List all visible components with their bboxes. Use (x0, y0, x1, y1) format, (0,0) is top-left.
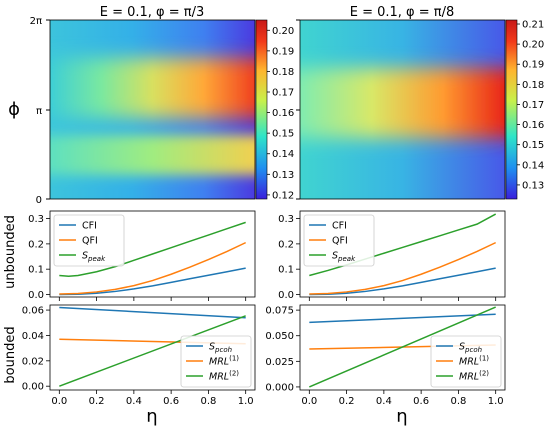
series-line (59, 306, 246, 319)
legend-label: Speak (332, 251, 356, 264)
ytick-label: 0.050 (265, 331, 294, 342)
unbounded-right-panel: 0.0 0.1 0.2 0.3 CFI QFI Speak (278, 210, 506, 301)
ytick-label: 0.3 (28, 214, 44, 225)
colorbar-tick-label: 0.14 (522, 160, 544, 171)
ytick-label: 0.06 (22, 306, 44, 317)
ytick-label: 0.00 (22, 382, 44, 393)
colorbar-tick-label: 0.20 (522, 40, 544, 51)
xlabel-right: η (396, 406, 407, 427)
legend-label: MRL(2) (459, 370, 489, 383)
xtick-label: 1.0 (238, 396, 254, 407)
ytick-label: 0.0 (278, 290, 294, 301)
legend-label: MRL(1) (459, 355, 489, 368)
legend: CFI QFI Speak (53, 214, 125, 267)
ytick-0: 0 (36, 195, 42, 206)
colorbar-tick-label: 0.17 (272, 88, 294, 99)
bounded-left-panel: 0.000.020.040.060.0 0.2 0.4 0.6 0.8 1.0SpcohM… (22, 304, 256, 407)
series-line (59, 315, 246, 387)
colorbar-tick-label: 0.19 (272, 46, 294, 57)
unbounded-left-panel: 0.0 0.1 0.2 0.3 CFI QFI Speak (28, 210, 256, 301)
colorbar-tick-label: 0.13 (522, 180, 544, 191)
ytick-label: 0.000 (265, 382, 294, 393)
ytick-label: 0.2 (278, 239, 294, 250)
heatmap-ylabel: ϕ (8, 99, 20, 120)
colorbar-left: 0.12 0.13 0.14 0.15 0.16 0.17 0.18 0.19 0.20 (255, 19, 294, 201)
ytick-2pi: 2π (30, 16, 42, 27)
bounded-ylabel: bounded (3, 326, 18, 383)
xtick-label: 0.6 (413, 396, 429, 407)
xtick-label: 1.0 (488, 396, 504, 407)
colorbar-tick-label: 0.15 (272, 129, 294, 140)
xlabel-left: η (146, 406, 157, 427)
legend: CFI QFI Speak (303, 214, 375, 267)
legend-box (430, 335, 502, 388)
legend-label: QFI (82, 236, 98, 247)
colorbar-tick-label: 0.20 (272, 26, 294, 37)
colorbar-right: 0.13 0.14 0.15 0.16 0.17 0.18 0.19 0.20 0.21 (505, 20, 544, 200)
colorbar-tick-label: 0.16 (272, 108, 294, 119)
ytick-label: 0.0 (28, 290, 44, 301)
legend-label: CFI (332, 221, 347, 232)
ytick-label: 0.1 (28, 265, 44, 276)
heatmap-left-title: E = 0.1, φ = π/3 (100, 5, 205, 20)
colorbar-tick-label: 0.12 (272, 190, 294, 201)
heatmap-left-image (50, 20, 255, 199)
xtick-label: 0.2 (339, 396, 355, 407)
series-line (309, 267, 496, 296)
series-line (59, 267, 246, 296)
legend-label: CFI (82, 221, 97, 232)
unbounded-ylabel: unbounded (3, 215, 18, 289)
colorbar-tick-label: 0.18 (522, 80, 544, 91)
xtick-label: 0.0 (51, 396, 67, 407)
legend-label: MRL(1) (209, 355, 239, 368)
xtick-label: 0.6 (163, 396, 179, 407)
xtick-label: 0.4 (126, 396, 142, 407)
legend-label: Spcoh (209, 342, 232, 355)
legend-label: QFI (332, 236, 348, 247)
heatmap-left: E = 0.1, φ = π/3 0.120.130.140.150.160.1… (8, 5, 294, 206)
colorbar-tick-label: 0.17 (522, 100, 544, 111)
colorbar-tick-label: 0.19 (522, 60, 544, 71)
colorbar-tick-label: 0.18 (272, 67, 294, 78)
series-line (309, 241, 497, 295)
xtick-label: 0.2 (89, 396, 105, 407)
legend-box (303, 214, 375, 267)
series-line (59, 241, 247, 295)
heatmap-right: E = 0.1, φ = π/8 0.130.140.150.160.170.1… (296, 5, 544, 200)
xtick-label: 0.8 (200, 396, 216, 407)
ytick-pi: π (36, 106, 42, 117)
heatmap-right-image (300, 20, 505, 199)
legend-box (53, 214, 125, 267)
legend-label: MRL(2) (209, 370, 239, 383)
series-line (59, 221, 246, 278)
xtick-label: 0.4 (376, 396, 392, 407)
colorbar-tick-label: 0.16 (522, 120, 544, 131)
series-line (309, 213, 497, 277)
colorbar-tick-label: 0.13 (272, 170, 294, 181)
xtick-label: 0.8 (450, 396, 466, 407)
ytick-label: 0.3 (278, 214, 294, 225)
bounded-right-panel: 0.000 0.025 0.050 0.075 0.0 0.2 0.4 0.6 0.8 1.0 Sp… (265, 304, 506, 407)
ytick-label: 0.025 (265, 357, 294, 368)
colorbar-tick-label: 0.21 (522, 20, 544, 31)
legend-box (180, 335, 252, 388)
heatmap-right-title: E = 0.1, φ = π/8 (350, 5, 455, 20)
xtick-label: 0.0 (301, 396, 317, 407)
ytick-label: 0.02 (22, 356, 44, 367)
colorbar-tick-label: 0.15 (522, 140, 544, 151)
series-line (309, 306, 496, 388)
legend-label: Spcoh (459, 342, 482, 355)
ytick-label: 0.1 (278, 265, 294, 276)
ytick-label: 0.075 (265, 306, 294, 317)
ytick-label: 0.04 (22, 331, 44, 342)
colorbar-tick-label: 0.14 (272, 149, 294, 160)
series-line (309, 313, 496, 324)
legend-label: Speak (82, 251, 106, 264)
ytick-label: 0.2 (28, 239, 44, 250)
